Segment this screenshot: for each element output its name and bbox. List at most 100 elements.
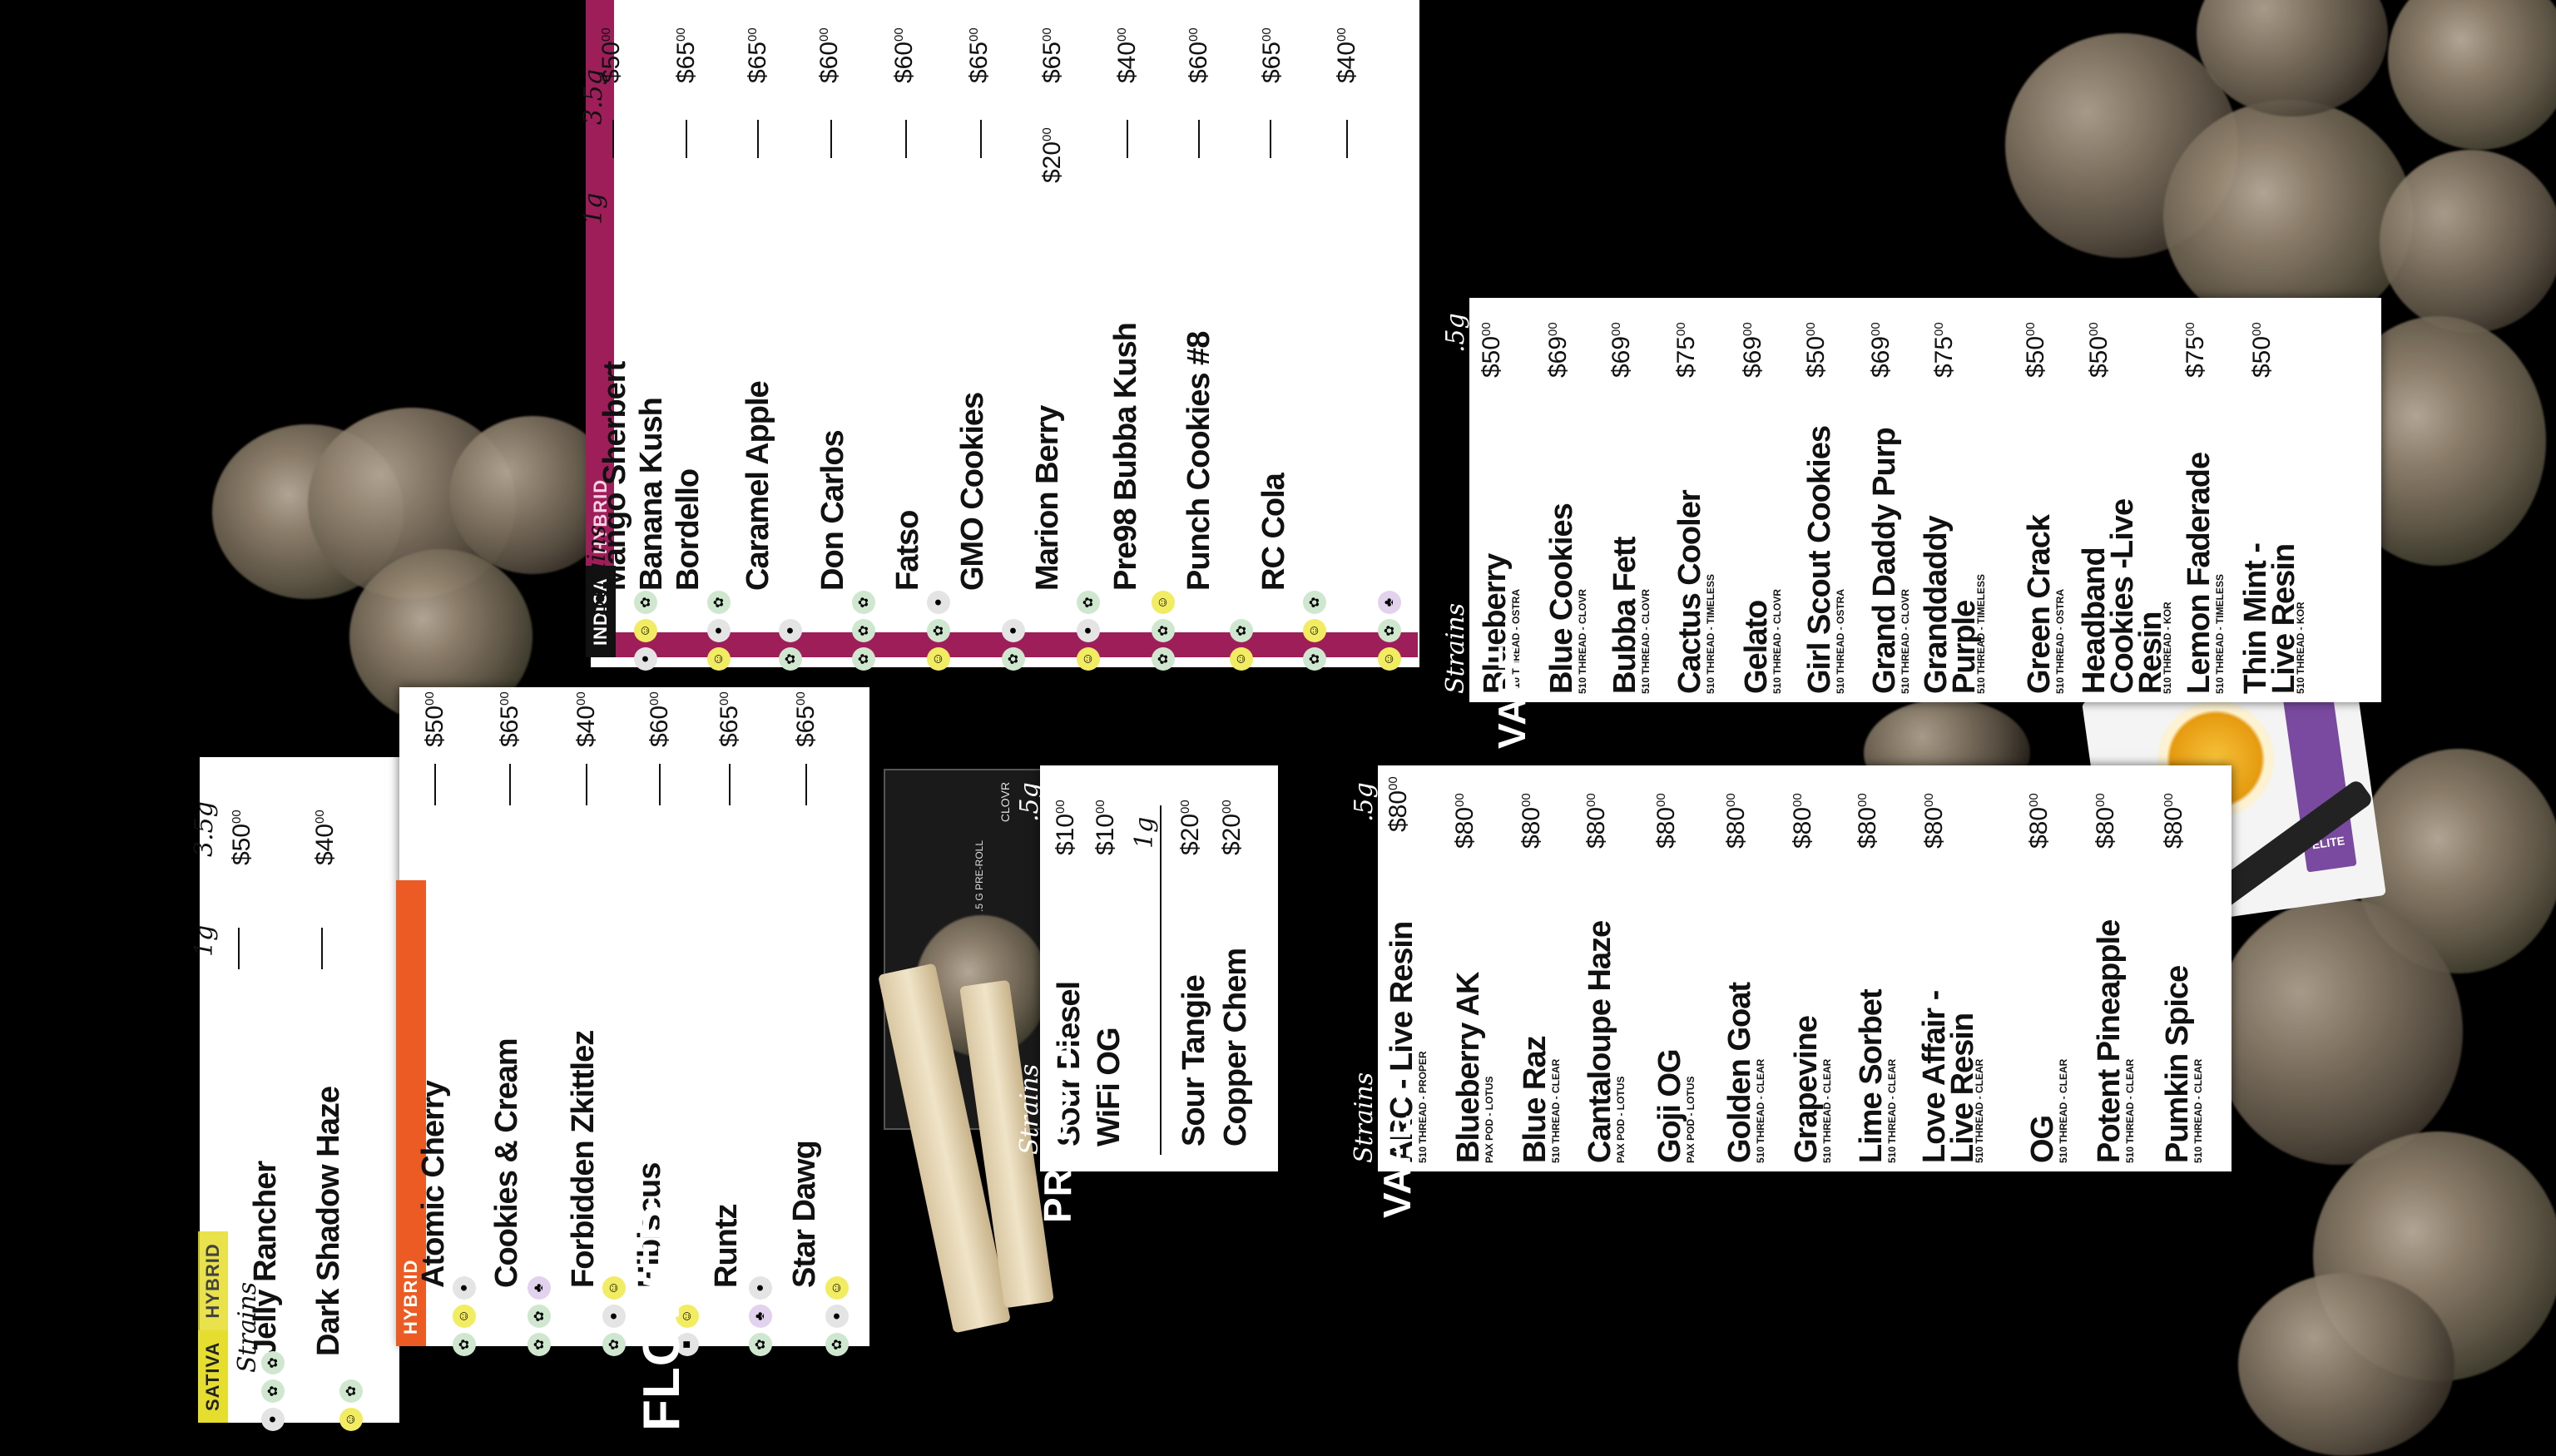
vape-item: Potent Pineapple 510 THREAD - CLEAR [2092, 920, 2136, 1163]
vape-sub: 510 THREAD - TIMELESS [1975, 573, 1987, 694]
price-35g: $6000 [646, 691, 673, 747]
vape-left-title-text: VAPE [1375, 1113, 1419, 1218]
smiley-icon: ☺ [453, 1305, 476, 1328]
price-dash [509, 764, 511, 805]
vape-item: Cantaloupe Haze PAX POD - LOTUS [1583, 921, 1627, 1163]
smiley-icon: ☺ [1230, 647, 1253, 671]
sativa-hybrid-panel: SATIVA HYBRID Strains 1g 3.5g Jelly Ranc… [190, 757, 414, 1431]
gray-effect-icon: ● [634, 647, 657, 671]
gray-effect-icon: ● [927, 591, 950, 614]
strain-name: Caramel Apple [741, 381, 775, 591]
flower-bud-image [2238, 1273, 2454, 1456]
price-dash [1198, 120, 1200, 158]
gray-effect-icon: ● [1077, 619, 1100, 642]
price-dash [757, 120, 759, 158]
vape-name: Gelato [1739, 600, 1774, 694]
vape-price: $6900 [1544, 322, 1572, 378]
indica-hybrid-panel: INDICA HYBRID Strains 1g 3.5g Mango Sher… [579, 0, 1418, 671]
col-header-1g: 1g [190, 924, 219, 957]
leaf-icon: ✿ [528, 1333, 551, 1356]
vape-price: $7500 [2182, 322, 2209, 378]
price-35g: $4000 [1333, 27, 1360, 83]
price-35g: $4000 [572, 691, 600, 747]
vape-item: Lime Sorbet 510 THREAD - CLEAR [1854, 989, 1898, 1163]
price-35g: $6500 [1258, 27, 1285, 83]
gray-effect-icon: ● [749, 1276, 772, 1300]
purple-effect-icon: ♣ [1378, 591, 1401, 614]
strain-icons: ✿ ✿ ✿ [852, 591, 875, 671]
price-35g: $6000 [1185, 27, 1212, 83]
price-1g: $2000 [1038, 127, 1066, 183]
vape-right-title-text: VAPE [1490, 644, 1533, 749]
leaf-icon: ✿ [1303, 647, 1326, 671]
vape-item: Girl Scout Cookies 510 THREAD - OSTRA [1802, 426, 1846, 694]
flower-bud-image [2380, 150, 2556, 333]
preroll-title-text: PREROLL [1036, 1034, 1079, 1223]
strain-name: Banana Kush [634, 398, 669, 591]
gray-effect-icon: ● [261, 1408, 285, 1431]
vape-price: $8000 [1722, 793, 1750, 849]
vape-item: Blue Cookies 510 THREAD - CLOVR [1544, 503, 1588, 694]
vape-left-panel: Strains .5g ARC - Live Resin 510 THREAD -… [1350, 765, 2235, 1171]
leaf-icon: ✿ [852, 619, 875, 642]
vape-name: Lime Sorbet [1854, 989, 1889, 1163]
preroll-price: $2000 [1176, 800, 1204, 855]
strain-icons: ✿ ☺ ✿ [1303, 591, 1326, 671]
vape-name: OG [2025, 1115, 2060, 1163]
smiley-icon: ☺ [825, 1276, 849, 1300]
strain-name: RC Cola [1256, 473, 1291, 591]
vape-item: Green Crack 510 THREAD - OSTRA [2022, 515, 2066, 694]
vape-item: Pumkin Spice 510 THREAD - CLEAR [2160, 966, 2204, 1163]
strain-icons: ✿ ● [1002, 619, 1025, 671]
strain-icons: ✿ ☺ ● [453, 1276, 476, 1356]
smiley-icon: ☺ [927, 647, 950, 671]
leaf-icon: ✿ [1152, 619, 1175, 642]
leaf-icon: ✿ [1077, 591, 1100, 614]
vape-item: Grapevine 510 THREAD - CLEAR [1789, 1016, 1833, 1163]
vape-name: Granddaddy Purple [1919, 516, 1982, 694]
strain-icons: ☺ ✿ [339, 1379, 363, 1431]
col-header-5g: .5g [1441, 313, 1470, 353]
price-35g: $6500 [965, 27, 993, 83]
strain-name: Fatso [890, 510, 925, 591]
leaf-icon: ✿ [528, 1305, 551, 1328]
vape-item: Granddaddy Purple 510 THREAD - TIMELESS [1919, 478, 1987, 694]
preroll-price: $2000 [1218, 800, 1246, 855]
vape-price: $6900 [1867, 322, 1895, 378]
price-35g: $6500 [672, 27, 700, 83]
vape-name: Blue Cookies [1544, 503, 1579, 694]
vape-right-title: VAPE [1489, 644, 1534, 749]
vape-name: Pumkin Spice [2160, 965, 2195, 1163]
vape-item: Grand Daddy Purp 510 THREAD - CLOVR [1867, 428, 1911, 694]
preroll-package-brand: CLOVR [998, 781, 1013, 823]
vape-price: $8000 [2092, 793, 2119, 849]
price-35g: $6500 [496, 691, 523, 747]
price-dash [238, 928, 240, 969]
strain-name: Jelly Rancher [248, 1161, 283, 1356]
vape-card-right [1469, 298, 2381, 702]
price-35g: $5000 [421, 691, 448, 747]
preroll-name: Copper Chem [1218, 948, 1253, 1146]
leaf-icon: ✿ [1378, 619, 1401, 642]
leaf-icon: ✿ [261, 1351, 285, 1374]
strain-icons: ☺ ● ✿ [1077, 591, 1100, 671]
vape-name: Thin Mint - Live Resin [2238, 542, 2301, 694]
vape-name: Grand Daddy Purp [1867, 428, 1902, 694]
sativa-hybrid-card [200, 757, 399, 1423]
leaf-icon: ✿ [1002, 647, 1025, 671]
vape-item: Cactus Cooler 510 THREAD - TIMELESS [1672, 490, 1716, 694]
strain-name: Bordello [671, 468, 706, 591]
strain-icons: ✿ ● ☺ [825, 1276, 849, 1356]
vape-price: $5000 [1478, 322, 1505, 378]
price-35g: $6500 [716, 691, 743, 747]
price-dash [434, 764, 436, 805]
strain-name: Marion Berry [1030, 405, 1065, 591]
vape-item: Headband Cookies -Live Resin 510 THREAD -… [2077, 469, 2173, 694]
leaf-icon: ✿ [1152, 647, 1175, 671]
vape-price: $8000 [1652, 793, 1680, 849]
vape-name: Green Crack [2022, 514, 2057, 694]
vape-right-panel: Strains .5g Blueberry 510 THREAD - OSTRA … [1441, 298, 2385, 702]
price-35g: $5000 [228, 810, 255, 865]
leaf-icon: ✿ [1230, 619, 1253, 642]
preroll-name: Sour Tangie [1176, 975, 1211, 1146]
